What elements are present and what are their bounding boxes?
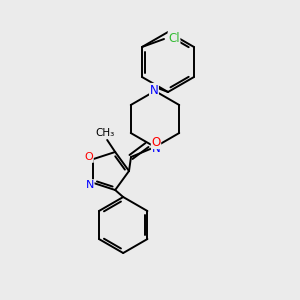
Text: N: N bbox=[85, 180, 94, 190]
Text: N: N bbox=[152, 142, 160, 154]
Text: O: O bbox=[84, 152, 93, 162]
Text: N: N bbox=[150, 83, 158, 97]
Text: CH₃: CH₃ bbox=[96, 128, 115, 138]
Text: Cl: Cl bbox=[168, 32, 180, 44]
Text: O: O bbox=[152, 136, 160, 148]
